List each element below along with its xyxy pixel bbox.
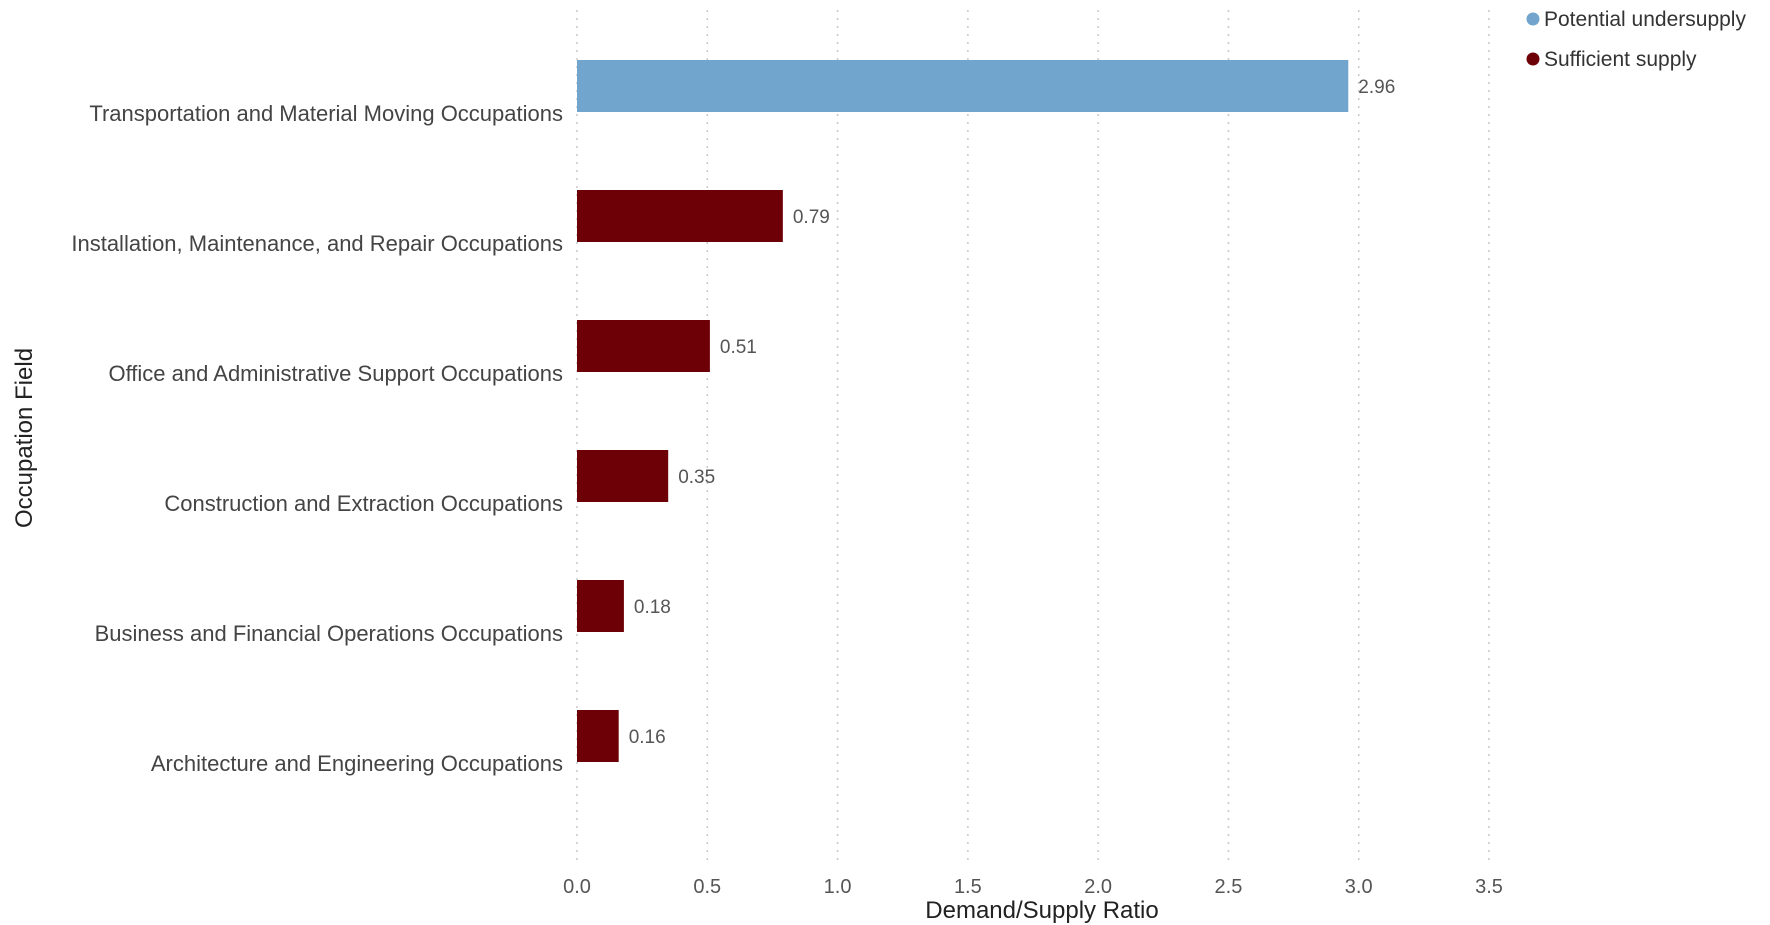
category-label: Installation, Maintenance, and Repair Oc… bbox=[71, 231, 563, 256]
y-axis-title: Occupation Field bbox=[11, 348, 38, 528]
data-label: 0.16 bbox=[629, 727, 666, 748]
bar[interactable] bbox=[577, 190, 783, 242]
data-label: 0.35 bbox=[678, 467, 715, 488]
category-label: Office and Administrative Support Occupa… bbox=[108, 361, 563, 386]
category-label: Transportation and Material Moving Occup… bbox=[89, 101, 563, 126]
x-axis-ticks: 0.0 0.5 1.0 1.5 2.0 2.5 3.0 3.5 bbox=[563, 876, 1503, 898]
x-tick-label: 0.0 bbox=[563, 876, 591, 898]
x-axis-title: Demand/Supply Ratio bbox=[925, 897, 1158, 924]
bar[interactable] bbox=[577, 450, 669, 502]
value-labels: 2.96 0.79 0.51 0.35 0.18 0.16 bbox=[629, 77, 1396, 748]
x-tick-label: 3.0 bbox=[1345, 876, 1373, 898]
grid-lines bbox=[576, 10, 1490, 860]
legend-label: Sufficient supply bbox=[1544, 48, 1697, 71]
category-labels: Transportation and Material Moving Occup… bbox=[71, 101, 563, 776]
legend-marker bbox=[1526, 12, 1540, 26]
bar[interactable] bbox=[577, 320, 710, 372]
data-label: 2.96 bbox=[1358, 77, 1395, 98]
data-label: 0.18 bbox=[634, 597, 671, 618]
x-tick-label: 2.5 bbox=[1215, 876, 1243, 898]
bars bbox=[577, 60, 1349, 762]
category-label: Construction and Extraction Occupations bbox=[164, 491, 563, 516]
bar[interactable] bbox=[577, 60, 1349, 112]
data-label: 0.51 bbox=[720, 337, 757, 358]
x-tick-label: 1.0 bbox=[824, 876, 852, 898]
legend-marker bbox=[1526, 52, 1540, 66]
x-tick-label: 0.5 bbox=[693, 876, 721, 898]
data-label: 0.79 bbox=[793, 207, 830, 228]
legend-label: Potential undersupply bbox=[1544, 8, 1746, 31]
legend[interactable]: Potential undersupply Sufficient supply bbox=[1526, 8, 1747, 71]
bar[interactable] bbox=[577, 580, 624, 632]
x-tick-label: 1.5 bbox=[954, 876, 982, 898]
x-tick-label: 3.5 bbox=[1475, 876, 1503, 898]
category-label: Architecture and Engineering Occupations bbox=[151, 751, 563, 776]
category-label: Business and Financial Operations Occupa… bbox=[95, 621, 563, 646]
x-tick-label: 2.0 bbox=[1084, 876, 1112, 898]
bar[interactable] bbox=[577, 710, 619, 762]
